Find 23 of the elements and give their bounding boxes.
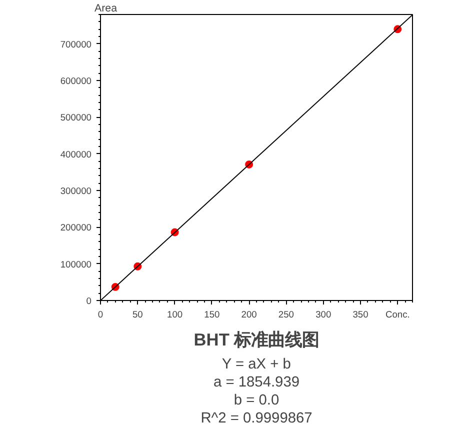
y-tick-label: 0	[86, 296, 92, 306]
x-tick-label: 150	[204, 310, 220, 320]
x-tick-label: 250	[278, 310, 294, 320]
text: a = 1854.939	[214, 374, 300, 390]
text: R^2 = 0.9999867	[200, 410, 312, 426]
x-tick-label: 0	[98, 310, 104, 320]
text: b = 0.0	[234, 392, 280, 408]
y-tick-label: 200000	[60, 222, 92, 233]
x-tick-label: 200	[241, 310, 257, 320]
x-tick-label: Conc.	[385, 310, 410, 320]
x-tick-label: 350	[352, 310, 368, 320]
x-tick-label: 100	[167, 310, 183, 320]
y-axis-title: Area	[94, 2, 118, 14]
y-tick-label: 700000	[60, 39, 92, 50]
y-tick-label: 300000	[60, 186, 92, 196]
y-tick-label: 400000	[60, 149, 92, 160]
y-tick-label: 100000	[60, 259, 92, 270]
x-tick-label: 50	[132, 310, 143, 320]
y-tick-label: 600000	[60, 76, 92, 86]
y-tick-label: 500000	[60, 112, 92, 123]
text: Y = aX + b	[222, 356, 291, 372]
text: BHT 标准曲线图	[194, 330, 320, 350]
x-tick-label: 300	[316, 310, 332, 320]
